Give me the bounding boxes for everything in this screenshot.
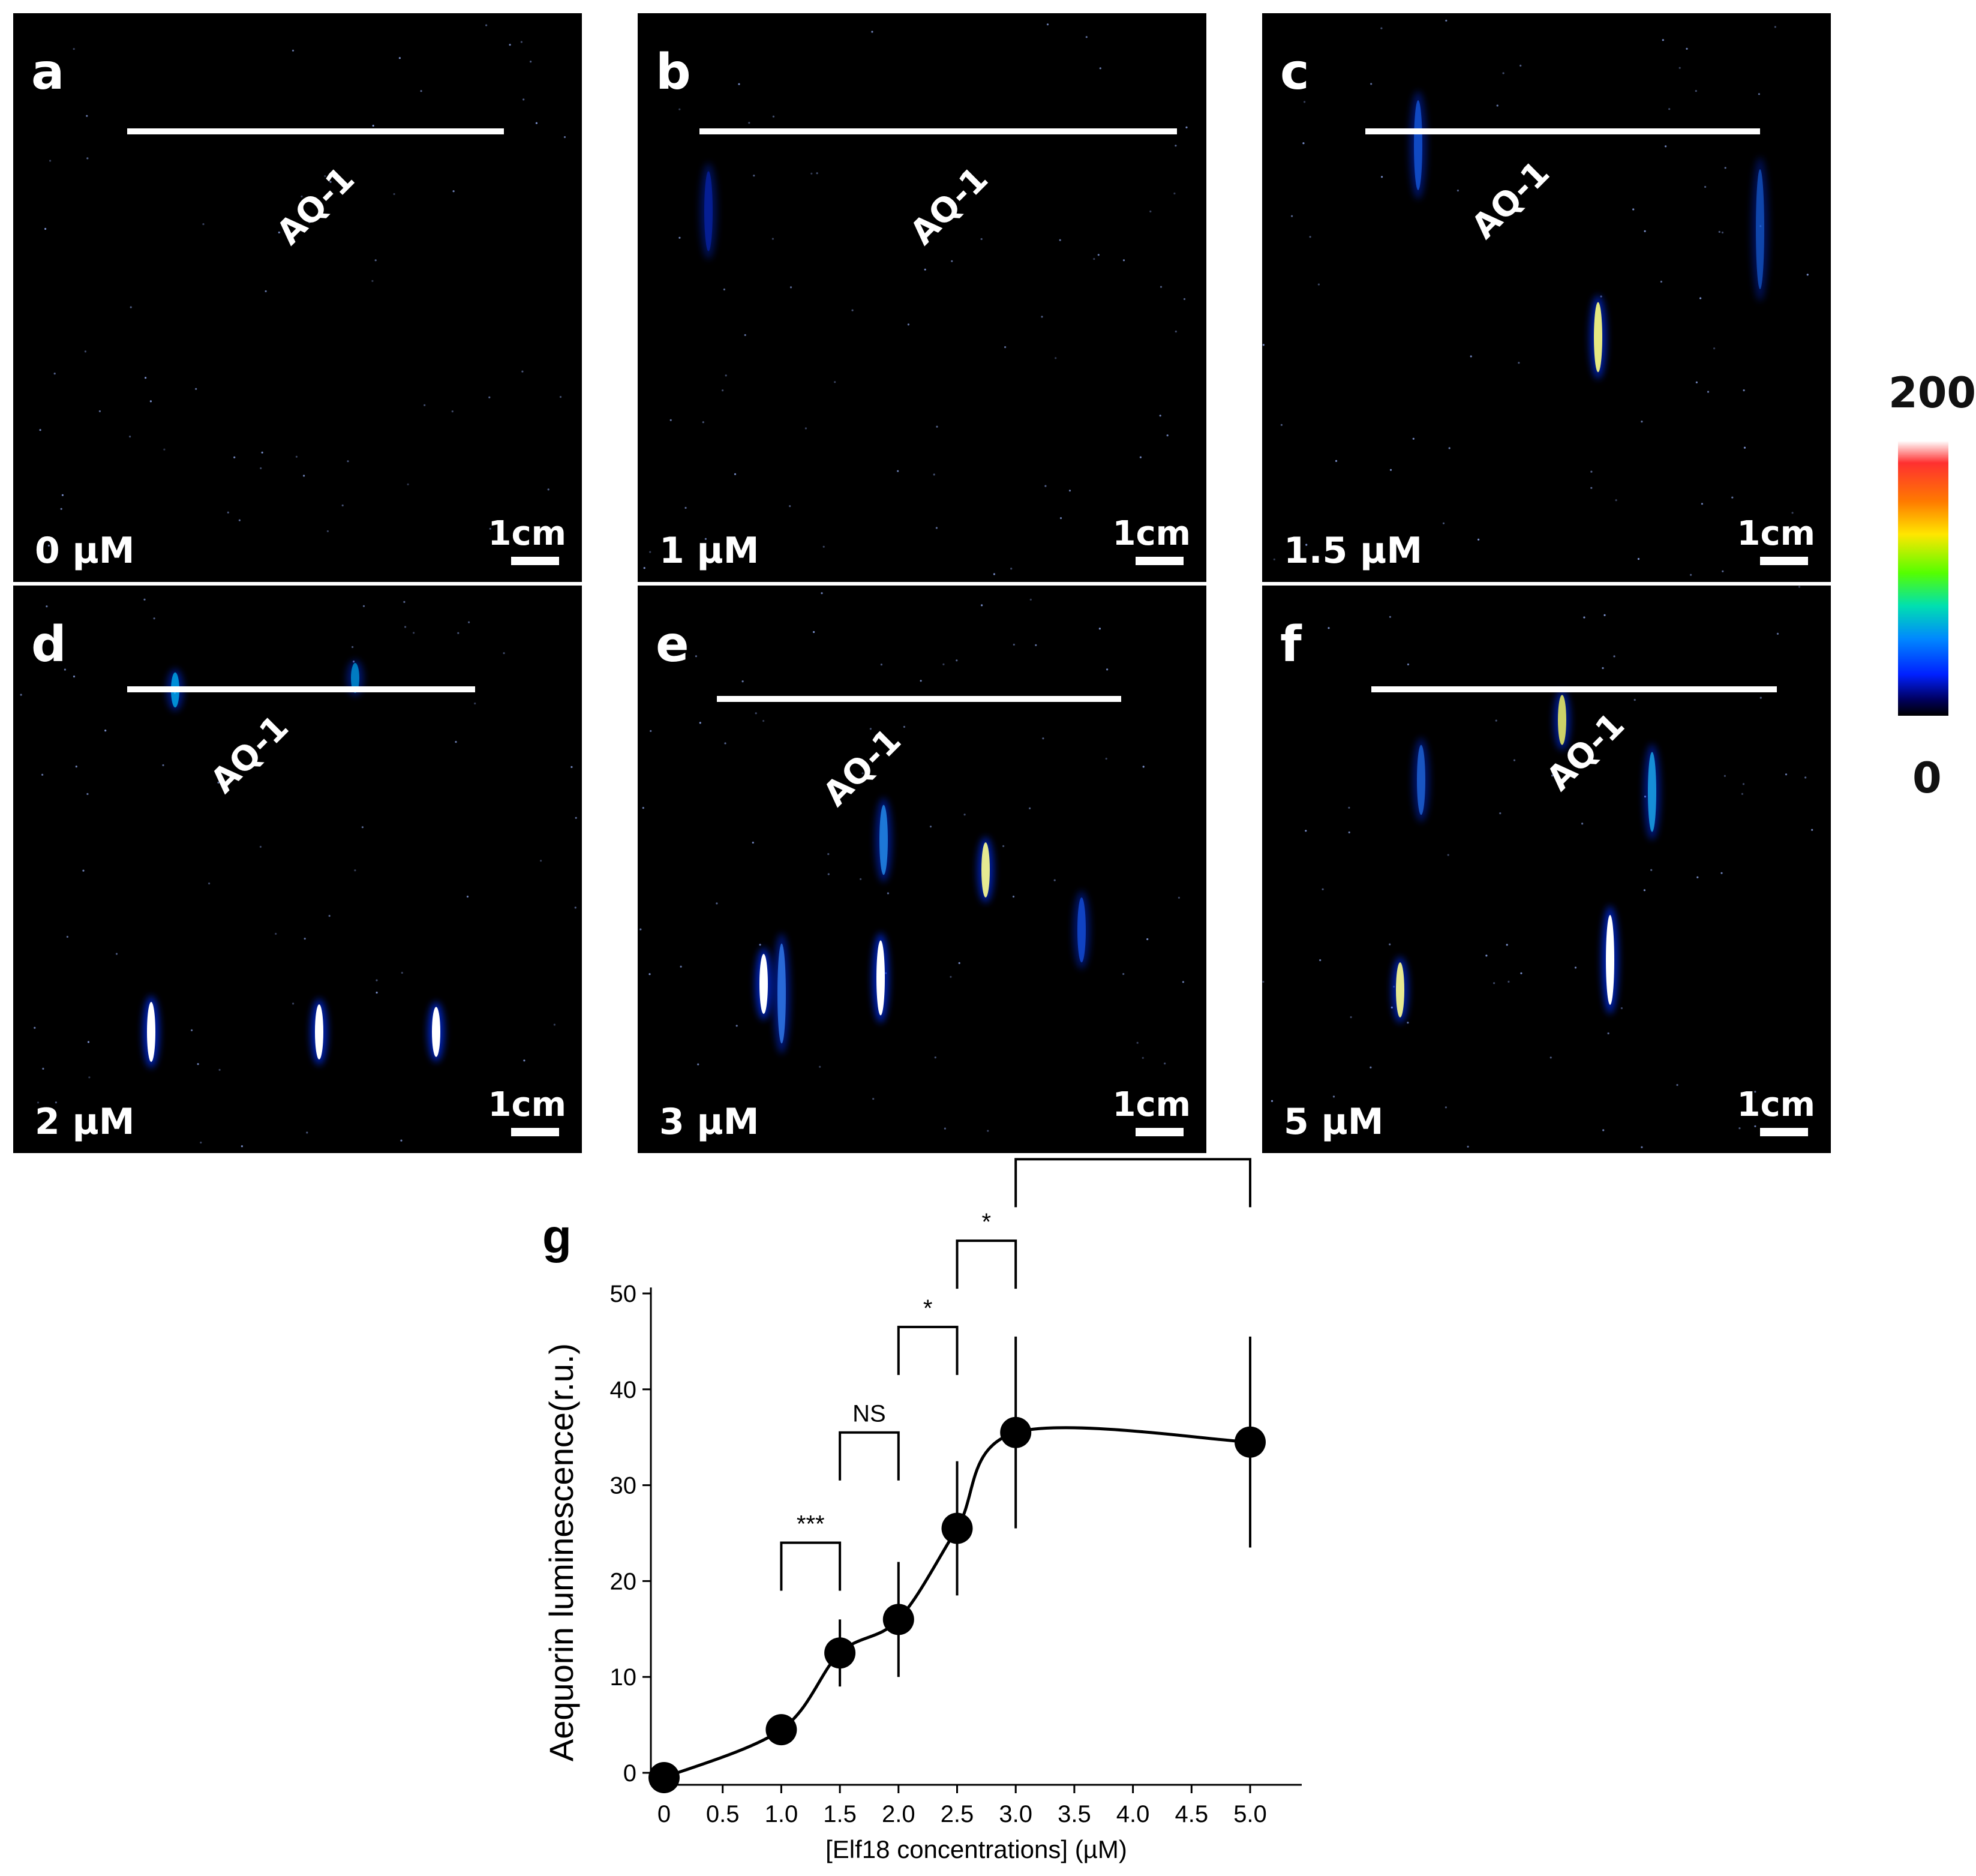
panel-a: a AQ-1 0 µM 1cm xyxy=(13,13,582,582)
scale-bar-b xyxy=(1136,557,1184,565)
data-point xyxy=(941,1512,973,1544)
colorbar-min-label: 0 xyxy=(1912,754,1942,803)
x-tick-label: 1.5 xyxy=(823,1801,857,1827)
panel-label-b: b xyxy=(656,44,691,101)
panel-label-f: f xyxy=(1280,616,1302,673)
aq-line-d xyxy=(127,686,475,692)
aq-line-c xyxy=(1365,128,1760,134)
panel-f: f AQ-1 5 µM 1cm xyxy=(1262,586,1831,1153)
x-tick-label: 4.5 xyxy=(1175,1801,1208,1827)
luminescence-image-f xyxy=(1262,586,1813,1148)
luminescence-image-d xyxy=(20,598,577,1148)
significance-label: NS xyxy=(852,1401,886,1427)
concentration-label-f: 5 µM xyxy=(1284,1101,1384,1143)
panel-label-g: g xyxy=(542,1209,572,1263)
concentration-label-c: 1.5 µM xyxy=(1284,530,1423,572)
significance-label: * xyxy=(923,1295,933,1322)
data-point xyxy=(765,1714,797,1746)
scale-label-a: 1cm xyxy=(488,514,566,553)
luminescence-image-e xyxy=(639,592,1184,1132)
luminescence-image-b xyxy=(643,23,1188,575)
x-tick-label: 3.0 xyxy=(999,1801,1032,1827)
x-tick-label: 2.0 xyxy=(882,1801,915,1827)
x-tick-label: 5.0 xyxy=(1233,1801,1267,1827)
x-tick-label: 1.0 xyxy=(765,1801,798,1827)
x-tick-label: 2.5 xyxy=(941,1801,974,1827)
colorbar-max-label: 200 xyxy=(1888,368,1976,418)
scale-bar-a xyxy=(511,557,559,565)
significance-bracket xyxy=(780,1541,842,1591)
scale-bar-c xyxy=(1760,557,1808,565)
y-tick-label: 10 xyxy=(610,1664,637,1691)
concentration-label-d: 2 µM xyxy=(35,1101,135,1143)
significance-label: * xyxy=(982,1209,992,1235)
x-tick-label: 0.5 xyxy=(706,1801,740,1827)
data-point xyxy=(824,1637,856,1669)
data-point xyxy=(648,1761,680,1793)
panel-label-e: e xyxy=(656,616,689,673)
y-tick-label: 50 xyxy=(610,1281,637,1307)
scale-label-b: 1cm xyxy=(1112,514,1191,553)
x-axis-title: [Elf18 concentrations] (µM) xyxy=(825,1835,1127,1863)
scale-label-c: 1cm xyxy=(1737,514,1815,553)
significance-bracket xyxy=(897,1325,959,1375)
chart-g: 0 10 20 30 40 50 0 0.5 1.0 1.5 2.0 2.5 3.0 3.5 4.0 4.5 5… xyxy=(542,1152,1302,1863)
y-tick-label: 20 xyxy=(610,1568,637,1595)
concentration-label-e: 3 µM xyxy=(659,1101,759,1143)
data-point xyxy=(882,1604,914,1635)
concentration-label-b: 1 µM xyxy=(659,530,759,572)
aq-line-b xyxy=(699,128,1177,134)
panel-b: b AQ-1 1 µM 1cm xyxy=(638,13,1206,582)
data-point xyxy=(1000,1416,1032,1448)
panel-d: d AQ-1 2 µM 1cm xyxy=(13,586,582,1153)
panel-c: c AQ-1 1.5 µM 1cm xyxy=(1262,13,1831,582)
colorbar xyxy=(1898,441,1948,716)
concentration-label-a: 0 µM xyxy=(35,530,135,572)
aq-line-f xyxy=(1371,686,1777,692)
significance-label: *** xyxy=(797,1511,825,1537)
significance-bracket xyxy=(839,1431,900,1481)
significance-bracket xyxy=(1014,1158,1251,1208)
significance-bracket xyxy=(956,1239,1017,1289)
y-tick-label: 0 xyxy=(623,1760,636,1787)
panel-label-d: d xyxy=(31,616,67,673)
scale-label-e: 1cm xyxy=(1112,1085,1191,1124)
scale-bar-d xyxy=(511,1128,559,1136)
panel-label-c: c xyxy=(1280,44,1310,101)
y-axis-title: Aequorin luminescence(r.u.) xyxy=(542,1343,580,1761)
y-tick-label: 40 xyxy=(610,1377,637,1403)
x-tick-label: 4.0 xyxy=(1116,1801,1150,1827)
x-tick-label: 0 xyxy=(657,1801,671,1827)
scale-bar-f xyxy=(1760,1128,1808,1136)
x-tick-label: 3.5 xyxy=(1058,1801,1091,1827)
scale-label-f: 1cm xyxy=(1737,1085,1815,1124)
scale-bar-e xyxy=(1136,1128,1184,1136)
aq-line-a xyxy=(127,128,504,134)
aq-line-e xyxy=(717,696,1121,702)
y-tick-label: 30 xyxy=(610,1473,637,1499)
panel-label-a: a xyxy=(31,44,65,101)
scale-label-d: 1cm xyxy=(488,1085,566,1124)
significance-label: NS xyxy=(1116,1152,1150,1154)
luminescence-image-a xyxy=(39,24,566,547)
luminescence-image-c xyxy=(1262,19,1809,576)
panel-e: e AQ-1 3 µM 1cm xyxy=(638,586,1206,1153)
data-point xyxy=(1235,1426,1266,1458)
